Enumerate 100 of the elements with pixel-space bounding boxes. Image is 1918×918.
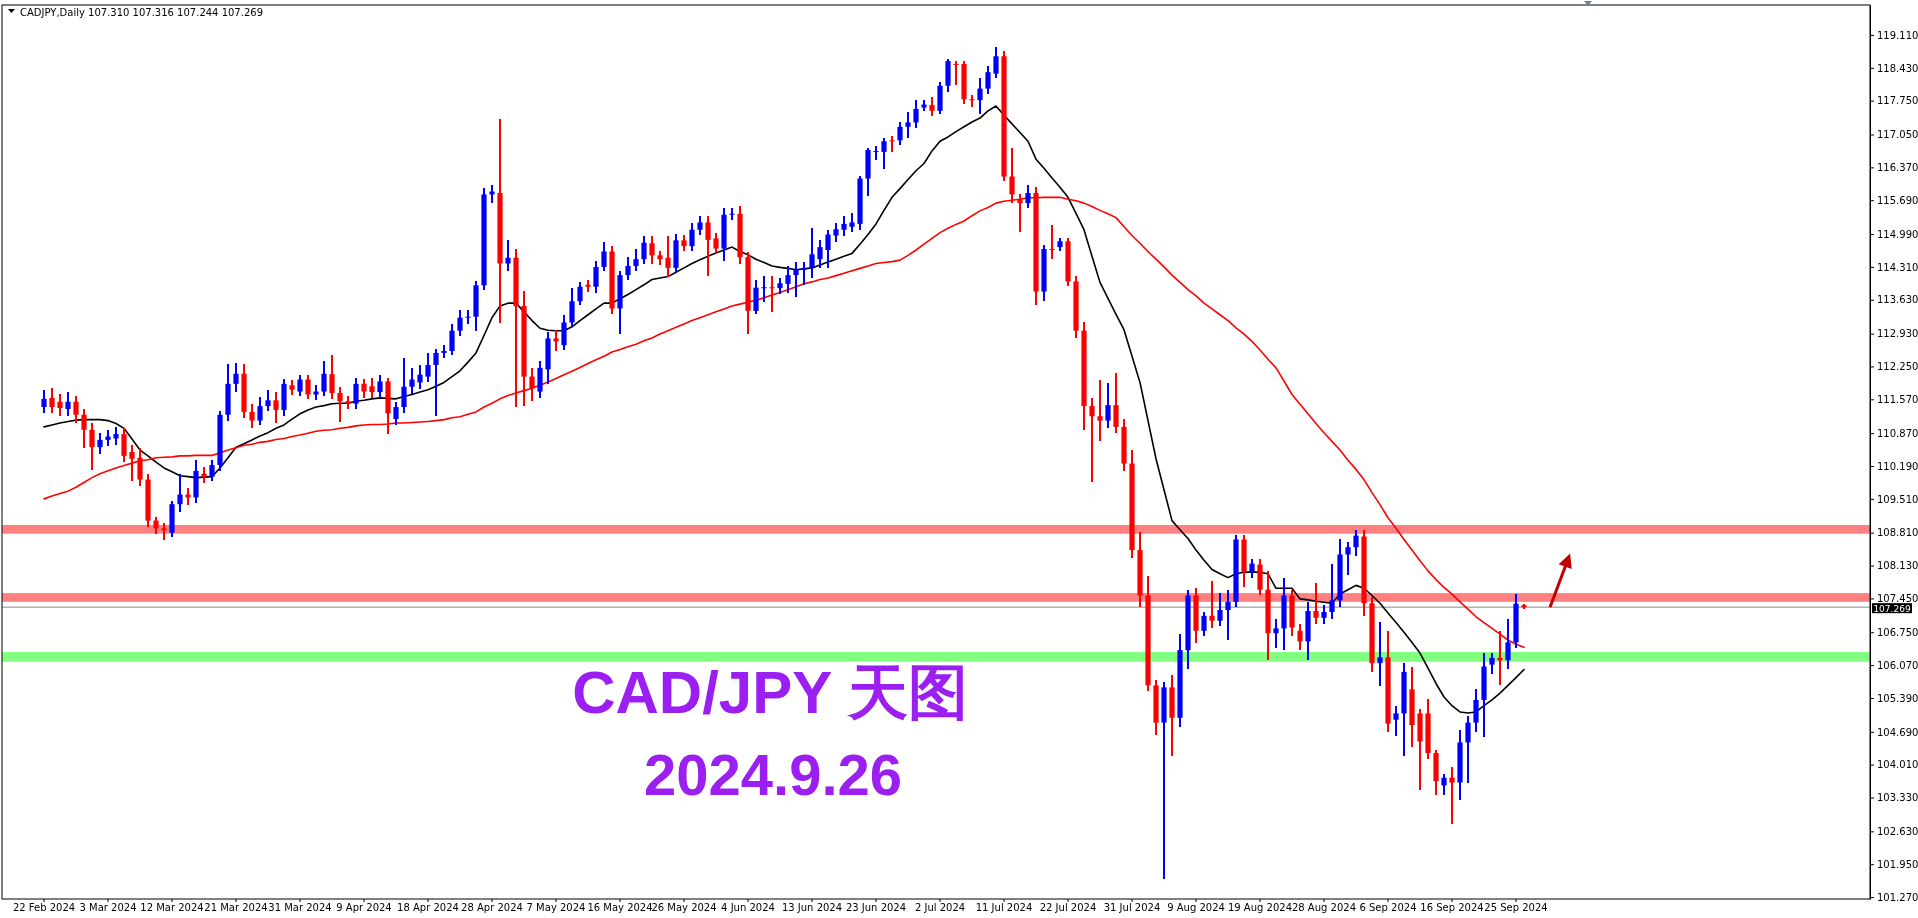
candlestick [209, 459, 215, 482]
candlestick [105, 429, 111, 447]
candlestick [129, 445, 135, 481]
x-tick-label: 21 Mar 2024 [204, 902, 268, 913]
candlestick [121, 428, 127, 462]
y-tick-label: 104.010 [1877, 759, 1918, 771]
x-tick-label: 9 Apr 2024 [336, 902, 392, 913]
candlestick [273, 392, 279, 424]
candlestick [65, 392, 71, 416]
candlestick [713, 232, 719, 254]
candlestick [1273, 619, 1279, 648]
x-tick-label: 25 Sep 2024 [1484, 902, 1548, 913]
x-tick-label: 7 May 2024 [526, 902, 586, 913]
candlestick [1313, 582, 1319, 624]
candlestick [825, 230, 831, 269]
candlestick [801, 261, 807, 286]
x-tick-label: 31 Jul 2024 [1103, 902, 1161, 913]
candlestick [569, 288, 575, 327]
candlestick [905, 111, 911, 138]
y-tick-label: 108.130 [1877, 560, 1918, 572]
candlestick [401, 358, 407, 414]
candlestick [97, 433, 103, 455]
candlestick [689, 222, 695, 252]
x-tick-label: 12 Mar 2024 [140, 902, 204, 913]
text: CAD/JPY 天图 [572, 659, 968, 726]
candlestick [1449, 766, 1455, 824]
y-tick-label: 112.250 [1877, 361, 1918, 373]
x-tick-label: 2 Jul 2024 [914, 902, 966, 913]
x-tick-label: 18 Apr 2024 [397, 902, 459, 913]
candlestick [297, 375, 303, 397]
candlestick [73, 395, 79, 424]
y-tick-label: 101.950 [1877, 858, 1918, 870]
candlestick [353, 377, 359, 409]
candlestick [537, 360, 543, 398]
candlestick [505, 239, 511, 271]
x-tick-label: 13 Jun 2024 [781, 902, 843, 913]
candlestick [1329, 563, 1335, 619]
candlestick [457, 309, 463, 337]
candlestick [1105, 383, 1111, 428]
candlestick [337, 387, 343, 422]
y-tick-label: 110.190 [1877, 460, 1918, 472]
candlestick [561, 314, 567, 350]
candlestick [889, 135, 895, 153]
candlestick [329, 354, 335, 399]
candlestick [409, 367, 415, 395]
y-tick-label: 106.750 [1877, 626, 1918, 638]
x-tick-label: 22 Jul 2024 [1039, 902, 1097, 913]
candlestick [897, 122, 903, 146]
y-tick-label: 108.810 [1877, 527, 1918, 539]
x-tick-label: 23 Jun 2024 [845, 902, 907, 913]
candlestick [345, 395, 351, 409]
candlestick [369, 377, 375, 398]
x-tick-label: 3 Mar 2024 [79, 902, 137, 913]
candlestick [753, 279, 759, 315]
candlestick [257, 396, 263, 426]
candlestick [625, 256, 631, 281]
candlestick [1345, 541, 1351, 576]
candlestick [49, 388, 55, 414]
candlestick [393, 401, 399, 426]
candlestick [969, 94, 975, 107]
candlestick [577, 281, 583, 305]
y-tick-label: 103.330 [1877, 792, 1918, 804]
candlestick [137, 447, 143, 486]
candlestick [321, 361, 327, 397]
x-tick-label: 31 Mar 2024 [268, 902, 332, 913]
candlestick [1209, 580, 1215, 629]
x-tick-label: 22 Feb 2024 [12, 902, 76, 913]
candlestick [1089, 397, 1095, 482]
candlestick [305, 375, 311, 399]
candlestick [377, 375, 383, 398]
candlestick [177, 474, 183, 513]
candlestick [1489, 653, 1495, 675]
y-tick-label: 119.110 [1877, 29, 1918, 41]
candlestick [649, 236, 655, 264]
candlestick [441, 344, 447, 358]
candlestick [1505, 619, 1511, 670]
x-tick-label: 9 Aug 2024 [1167, 902, 1225, 913]
y-tick-label: 115.690 [1877, 194, 1918, 206]
y-tick-label: 114.310 [1877, 261, 1918, 273]
candlestick [449, 324, 455, 356]
y-tick-label: 106.070 [1877, 659, 1918, 671]
candlestick [249, 404, 255, 428]
candlestick [665, 236, 671, 278]
candlestick [1097, 379, 1103, 441]
candlestick [1201, 611, 1207, 636]
candlestick [1473, 689, 1479, 733]
candlestick [977, 77, 983, 114]
candlestick [593, 260, 599, 293]
candlestick [89, 423, 95, 470]
candlestick [553, 330, 559, 351]
annotation: CADJPY,Daily 107.310 107.316 107.244 107.269 [20, 7, 263, 18]
candlestick [817, 239, 823, 269]
y-tick-label: 109.510 [1877, 493, 1918, 505]
x-tick-label: 16 Sep 2024 [1420, 902, 1484, 913]
candlestick [633, 249, 639, 271]
candlestick [641, 236, 647, 264]
candlestick [1377, 621, 1383, 687]
candlestick [1353, 529, 1359, 556]
y-tick-label: 112.930 [1877, 328, 1918, 340]
candlestick [1025, 185, 1031, 208]
